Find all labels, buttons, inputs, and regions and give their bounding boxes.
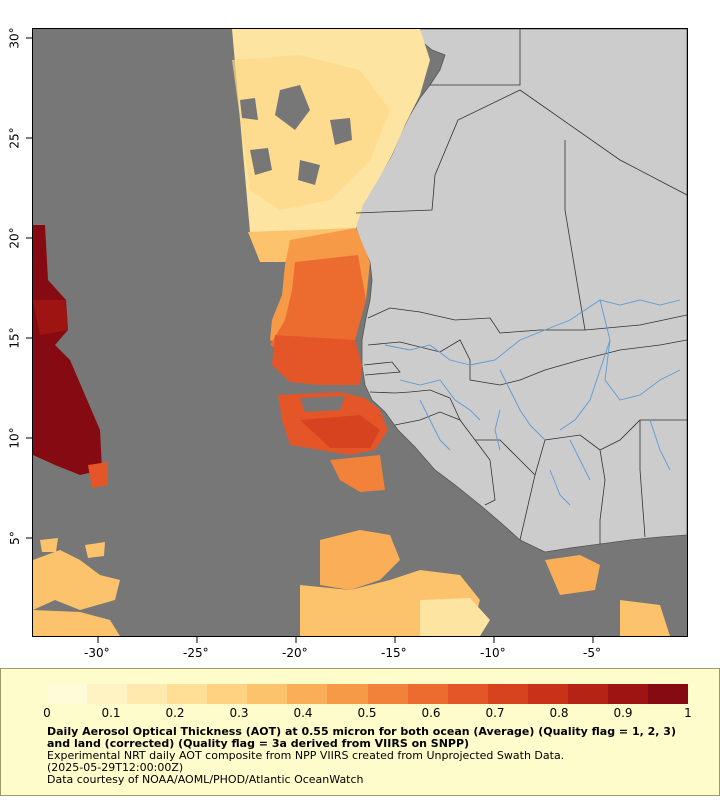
colorbar-tick: 0.8 (549, 706, 569, 720)
colorbar-tick: 0.6 (421, 706, 441, 720)
colorbar-tick: 0.2 (165, 706, 185, 720)
colorbar-swatch (287, 684, 328, 704)
x-tick-label: -5° (583, 646, 601, 660)
colorbar-swatch (567, 684, 608, 704)
colorbar-swatch (327, 684, 368, 704)
colorbar-swatch (47, 684, 88, 704)
y-tick-label: 30° (7, 27, 22, 49)
rivers (384, 299, 681, 506)
colorbar-tick: 0.9 (613, 706, 633, 720)
colorbar-swatch (647, 684, 688, 704)
caption-line-source: Experimental NRT daily AOT composite fro… (47, 749, 565, 762)
aot-swath-west (33, 225, 108, 488)
colorbar-swatch (407, 684, 448, 704)
land-africa (355, 29, 687, 553)
y-tick-label: 10° (7, 427, 22, 449)
colorbar-swatch (127, 684, 168, 704)
aot-swath-south (33, 530, 670, 636)
colorbar-swatch (487, 684, 528, 704)
colorbar-tick: 0 (43, 706, 51, 720)
caption-line-credit: Data courtesy of NOAA/AOML/PHOD/Atlantic… (47, 773, 364, 786)
colorbar-tick: 0.3 (229, 706, 249, 720)
colorbar-swatch (447, 684, 488, 704)
colorbar-tick: 0.1 (101, 706, 121, 720)
colorbar-swatch (367, 684, 408, 704)
x-tick-label: -10° (480, 646, 506, 660)
y-tick-label: 20° (7, 227, 22, 249)
colorbar-tick: 0.5 (357, 706, 377, 720)
x-tick-label: -20° (282, 646, 308, 660)
y-tick-label: 15° (7, 327, 22, 349)
caption-line-date: (2025-05-29T12:00:00Z) (47, 761, 184, 774)
colorbar-tick: 0.7 (485, 706, 505, 720)
x-tick-label: -15° (381, 646, 407, 660)
colorbar-swatch (207, 684, 248, 704)
colorbar-swatch (607, 684, 648, 704)
country-borders (355, 29, 687, 544)
x-tick-label: -30° (84, 646, 110, 660)
y-tick-label: 25° (7, 127, 22, 149)
colorbar-swatch (527, 684, 568, 704)
colorbar-swatch (87, 684, 128, 704)
colorbar-swatch (247, 684, 288, 704)
aot-plume-central (270, 228, 388, 492)
map-title: Daily Aerosol Optical Thickness (AOT) at… (47, 725, 676, 750)
colorbar-swatch (167, 684, 208, 704)
colorbar-tick: 0.4 (293, 706, 313, 720)
x-tick-label: -25° (183, 646, 209, 660)
colorbar-tick: 1 (684, 706, 692, 720)
colorbar (47, 684, 688, 704)
y-tick-label: 5° (7, 531, 22, 545)
